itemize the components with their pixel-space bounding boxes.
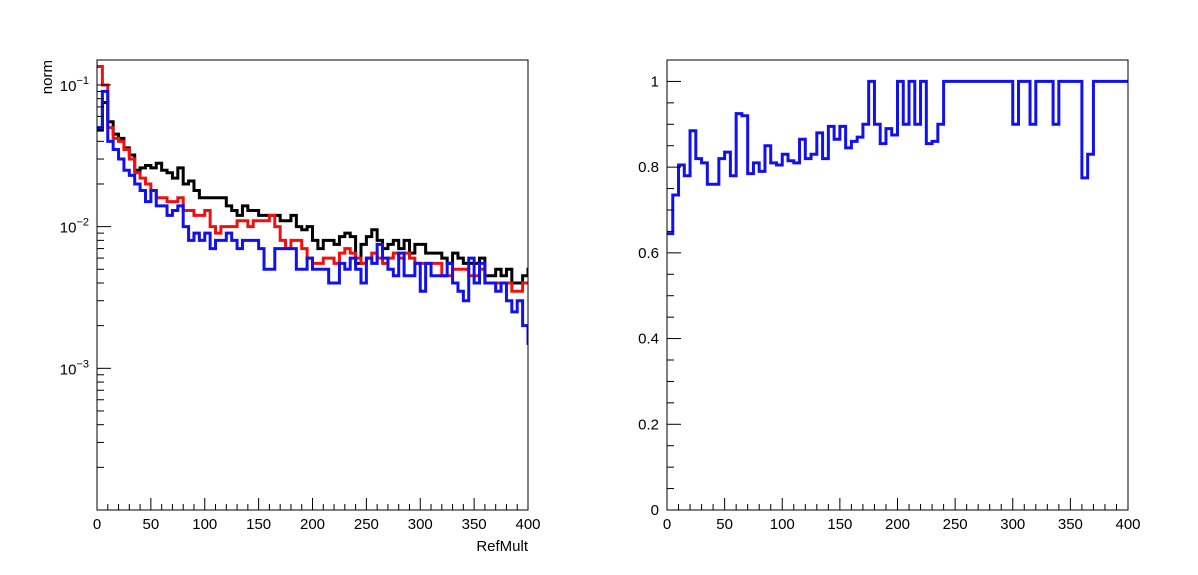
right-histogram-series-1 [667, 79, 1128, 236]
right-panel-ratio-histogram: 0 50 100 150 200 250 300 350 400 0 0.2 0.4 0.6 0.8 1 [638, 59, 1141, 533]
left-x-tick-label: 0 [93, 516, 101, 533]
left-y-tick-label: 10−1 [60, 75, 89, 95]
left-x-axis-title: RefMult [476, 538, 529, 555]
right-x-tick-label: 200 [885, 516, 910, 533]
left-x-tick-label: 400 [515, 516, 540, 533]
right-x-tick-label: 250 [943, 516, 968, 533]
left-histogram-series-1 [97, 101, 528, 285]
right-x-tick-label: 350 [1058, 516, 1083, 533]
left-x-tick-label: 250 [354, 516, 379, 533]
left-histogram-series-3 [97, 89, 528, 345]
left-x-tick-label: 100 [192, 516, 217, 533]
right-x-tick-label: 0 [663, 516, 671, 533]
left-panel-log-histogram: 0 50 100 150 200 250 300 350 400 10−1 10−2 10−3 RefM… [39, 59, 541, 555]
left-y-axis-title: norm [39, 60, 56, 94]
left-histogram-series-2 [97, 64, 528, 293]
right-series-group [667, 79, 1128, 236]
left-x-tick-label: 200 [300, 516, 325, 533]
right-x-tick-label: 300 [1000, 516, 1025, 533]
left-x-tick-label: 300 [408, 516, 433, 533]
right-y-tick-label: 0.2 [638, 416, 659, 433]
left-x-tick-label: 150 [246, 516, 271, 533]
right-x-tick-label: 150 [827, 516, 852, 533]
right-y-tick-label: 0.8 [638, 159, 659, 176]
right-x-tick-label: 100 [770, 516, 795, 533]
right-x-tick-label: 50 [716, 516, 733, 533]
left-y-tick-label: 10−3 [60, 358, 89, 378]
left-series-group [97, 64, 528, 345]
left-plot-frame [96, 59, 529, 511]
right-y-tick-label: 0.4 [638, 331, 659, 348]
right-y-tick-label: 0 [651, 502, 659, 519]
right-y-tick-label: 0.6 [638, 245, 659, 262]
right-x-tick-label: 400 [1115, 516, 1140, 533]
left-x-tick-label: 350 [462, 516, 487, 533]
right-y-tick-label: 1 [651, 73, 659, 90]
left-y-tick-label: 10−2 [60, 217, 89, 237]
left-x-tick-label: 50 [143, 516, 160, 533]
